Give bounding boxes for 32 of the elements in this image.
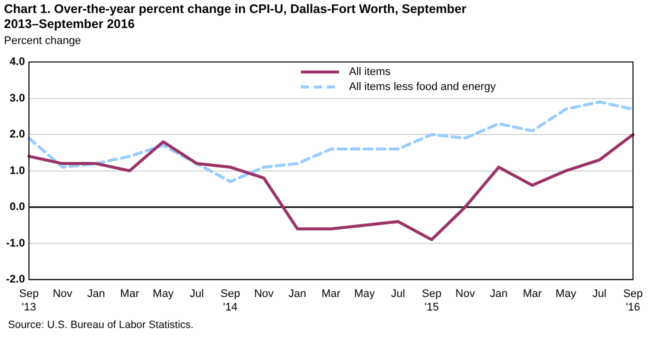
x-tick-label: May (152, 288, 174, 300)
x-tick-label: Jan (87, 288, 105, 300)
x-tick-label: May (555, 288, 577, 300)
x-tick-label: Jan (288, 288, 306, 300)
source-note: Source: U.S. Bureau of Labor Statistics. (8, 319, 194, 331)
legend-label: All items (348, 66, 392, 78)
x-tick-label: Mar (522, 288, 542, 300)
x-tick-label: Nov (455, 288, 476, 300)
x-tick-label: Jan (490, 288, 508, 300)
x-tick-label: May (354, 288, 376, 300)
y-tick-label: -1.0 (6, 237, 25, 250)
y-tick-label: 3.0 (10, 92, 25, 104)
x-tick-label: Jul (391, 288, 406, 300)
x-tick-label: Sep '13 (19, 288, 39, 314)
y-tick-label: 4.0 (10, 56, 25, 68)
chart-title: Chart 1. Over-the-year percent change in CPI-U, Dallas-Fort Worth, September 2013–September 2016 (4, 2, 468, 32)
x-tick-label: Jul (592, 288, 606, 300)
legend-label: All items less food and energy (348, 81, 496, 94)
y-tick-label: 0.0 (10, 201, 25, 214)
x-tick-label: Nov (254, 288, 274, 300)
y-tick-label: 2.0 (10, 128, 25, 141)
x-tick-label: Mar (322, 288, 341, 300)
x-tick-label: Sep '14 (220, 288, 240, 314)
x-tick-label: Jul (190, 288, 204, 300)
x-tick-label: Sep '16 (623, 288, 643, 314)
line-series (27, 100, 634, 184)
x-tick-label: Mar (120, 288, 140, 300)
y-tick-label: -2.0 (6, 274, 25, 286)
x-tick-label: Nov (52, 288, 73, 300)
y-tick-label: 1.0 (10, 164, 25, 177)
x-tick-label: Sep '15 (422, 288, 442, 314)
y-axis-title: Percent change (4, 35, 82, 47)
